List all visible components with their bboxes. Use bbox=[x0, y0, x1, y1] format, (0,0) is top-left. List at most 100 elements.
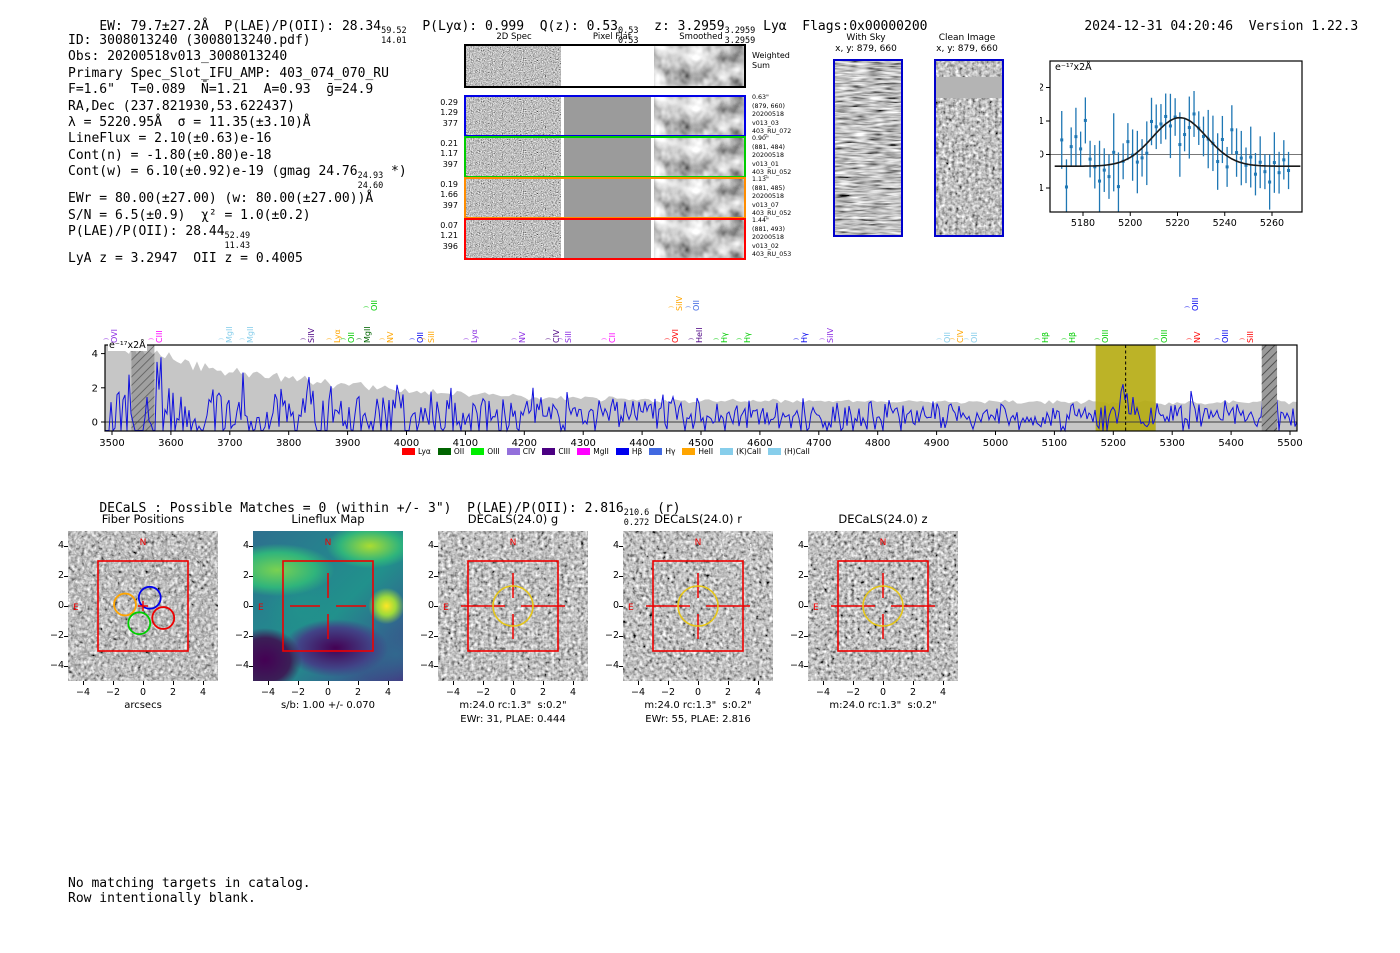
fiber-weight-value: 0.07 bbox=[440, 221, 458, 230]
spectrum-y-tick-label: 0 bbox=[92, 418, 98, 429]
line-marker-label: SiII bbox=[427, 330, 436, 343]
cutout-y-tick bbox=[64, 636, 68, 637]
cutout-x-tick-label: 4 bbox=[569, 687, 577, 698]
spectrum-x-tick-label: 4700 bbox=[806, 438, 831, 449]
legend-swatch bbox=[577, 448, 591, 455]
fiber-weight-value: 0.29 bbox=[440, 98, 458, 107]
cutout-x-tick-label: −4 bbox=[75, 687, 91, 698]
fiber-detail-line: 0.63" bbox=[752, 94, 769, 101]
line-marker-label: Hγ bbox=[743, 332, 752, 343]
cutout-y-tick bbox=[64, 576, 68, 577]
cutout-x-tick-label: 4 bbox=[754, 687, 762, 698]
spec2d-cell bbox=[654, 179, 744, 219]
spec2d-cell bbox=[654, 220, 744, 260]
cutout-y-tick bbox=[249, 576, 253, 577]
aperture-circle bbox=[492, 585, 534, 627]
report-datetime-version: 2024-12-31 04:20:46 Version 1.22.3 bbox=[1053, 4, 1358, 49]
spec2d-fiber-row bbox=[464, 95, 746, 137]
inset-y-tick-label: −1 bbox=[1040, 183, 1044, 194]
info-line: Cont(n) = -1.80(±0.80)e-18 bbox=[68, 148, 407, 164]
spectrum-y-tick-label: 4 bbox=[92, 349, 98, 360]
cutout-x-tick bbox=[823, 681, 824, 685]
line-marker-brace: ⌢ bbox=[1153, 335, 1159, 343]
info-line-text: λ = 5220.95Å σ = 11.35(±3.10)Å bbox=[68, 115, 311, 131]
flags-text: Lyα Flags:0x00000200 bbox=[755, 19, 928, 34]
compass-east-label: E bbox=[73, 603, 79, 613]
fiber-weight-value: 397 bbox=[442, 159, 458, 169]
lineflux-colormap bbox=[253, 531, 403, 681]
legend-item: Hγ bbox=[649, 447, 675, 456]
legend-swatch bbox=[402, 448, 415, 455]
line-marker-brace: ⌢ bbox=[736, 335, 742, 343]
line-marker-label: OII bbox=[370, 299, 379, 311]
weighted-sum-label-line: Sum bbox=[752, 61, 770, 70]
legend-swatch bbox=[649, 448, 663, 455]
cutout-x-tick-label: −2 bbox=[660, 687, 676, 698]
legend-label: Hγ bbox=[665, 447, 676, 456]
line-marker-label: Hγ bbox=[800, 332, 809, 343]
fiber-row-details: 0.63" (879, 660) 20200518 v013_03 403_RU_072 bbox=[752, 94, 791, 137]
line-marker-brace: ⌢ bbox=[363, 303, 369, 311]
cutout-overlay-lineflux: NE bbox=[258, 538, 374, 652]
fiber-detail-line: 20200518 bbox=[752, 111, 785, 118]
selected-fiber-circle bbox=[113, 592, 137, 617]
legend-item: CIV bbox=[506, 447, 535, 456]
cutout-y-tick-label: 4 bbox=[797, 540, 804, 551]
cutout-x-tick bbox=[668, 681, 669, 685]
compass-north-label: N bbox=[325, 538, 332, 548]
line-marker-brace: ⌢ bbox=[963, 335, 969, 343]
line-marker-brace: ⌢ bbox=[340, 335, 346, 343]
cutout-x-tick bbox=[143, 681, 144, 685]
spectrum-x-tick-label: 4500 bbox=[688, 438, 713, 449]
spec2d-cell bbox=[466, 179, 561, 219]
decals-matches-text: DECaLS : Possible Matches = 0 (within +/… bbox=[99, 501, 624, 516]
cutout-y-tick bbox=[434, 636, 438, 637]
line-marker-label: Lyα bbox=[470, 329, 479, 343]
inset-y-tick-label: 1 bbox=[1040, 116, 1044, 127]
line-marker-brace: ⌢ bbox=[557, 335, 563, 343]
line-marker-brace: ⌢ bbox=[218, 335, 224, 343]
spectrum-x-tick-label: 3900 bbox=[335, 438, 360, 449]
line-marker-label: SiII bbox=[564, 330, 573, 343]
full-spectrum-plot: 3500 3600 3700 3800 3900 4000 4100 4200 4300 4400… bbox=[92, 344, 1303, 449]
line-marker-label: OVI bbox=[110, 329, 119, 343]
info-line-text: P(LAE)/P(OII): 28.44 bbox=[68, 224, 225, 240]
fiber-weight-value: 0.19 bbox=[440, 180, 458, 189]
info-line: Cont(w) = 6.10(±0.92)e-19 (gmag 24.76 24.… bbox=[68, 164, 407, 191]
line-marker-label: HeII bbox=[695, 327, 704, 343]
cutout-x-tick-label: 2 bbox=[909, 687, 917, 698]
compass-north-label: N bbox=[140, 538, 147, 548]
spec2d-cell bbox=[654, 97, 744, 137]
cutout-caption-1: m:24.0 rc:1.3" s:0.2" bbox=[459, 700, 567, 711]
cutout-x-tick bbox=[388, 681, 389, 685]
line-marker-label: OIII bbox=[1191, 297, 1200, 311]
spectrum-x-tick-label: 5500 bbox=[1277, 438, 1302, 449]
cutout-y-tick bbox=[804, 606, 808, 607]
spectrum-y-axis: 0 2 4 bbox=[92, 349, 105, 429]
legend-swatch bbox=[720, 448, 734, 455]
extraction-box bbox=[97, 560, 189, 652]
sup-value: 52.49 bbox=[224, 231, 251, 242]
line-marker-label: SiII bbox=[1246, 330, 1255, 343]
fiber-row-details: 1.13" (881, 485) 20200518 v013_07 403_RU_052 bbox=[752, 176, 791, 219]
line-marker-brace: ⌢ bbox=[664, 335, 670, 343]
legend-swatch bbox=[768, 448, 782, 455]
line-marker-brace: ⌢ bbox=[819, 335, 825, 343]
line-marker-label: SiIV bbox=[826, 327, 835, 343]
line-marker-brace: ⌢ bbox=[148, 335, 154, 343]
cutout-y-tick bbox=[434, 546, 438, 547]
cutout-overlay-fiber: NE bbox=[68, 534, 218, 678]
cutout-title: DECaLS(24.0) z bbox=[838, 512, 928, 526]
clean-stamp bbox=[934, 59, 1004, 237]
info-line: EWr = 80.00(±27.00) (w: 80.00(±27.00))Å bbox=[68, 191, 407, 207]
info-line: RA,Dec (237.821930,53.622437) bbox=[68, 99, 407, 115]
line-marker-brace: ⌢ bbox=[1186, 335, 1192, 343]
z-text: z: 3.2959 bbox=[638, 19, 725, 34]
line-marker-label: OIII bbox=[1101, 329, 1110, 343]
cutout-y-tick bbox=[249, 636, 253, 637]
withsky-coords: x, y: 879, 660 bbox=[835, 44, 897, 54]
cutout-x-tick-label: 0 bbox=[509, 687, 517, 698]
cutout-y-tick bbox=[249, 546, 253, 547]
